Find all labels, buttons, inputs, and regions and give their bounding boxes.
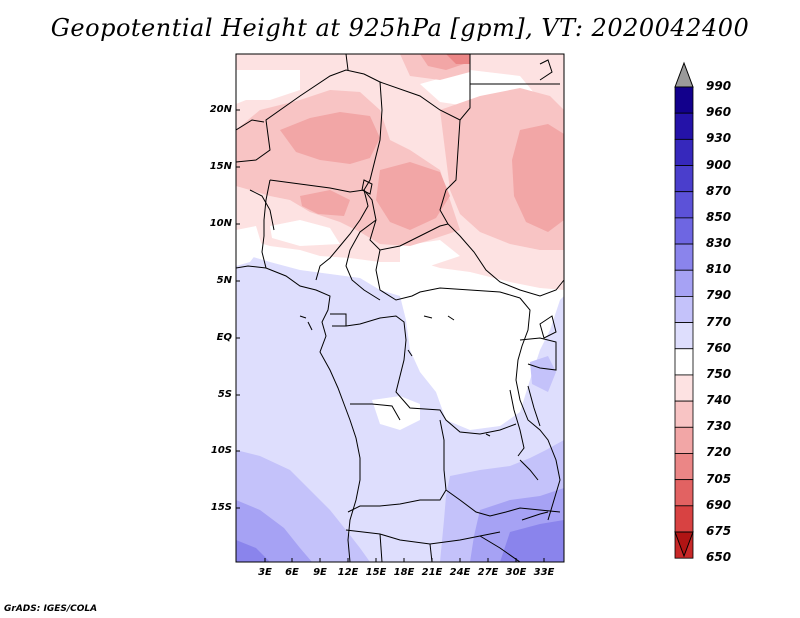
x-tick-label: 18E [393,567,415,578]
y-tick-label: EQ [216,332,232,343]
x-tick-label: 21E [421,567,443,578]
colorbar-swatch [674,374,694,402]
colorbar-swatch [674,165,694,193]
y-ticks [236,109,240,509]
colorbar-swatch [674,453,694,481]
colorbar-level-label: 675 [706,524,732,538]
x-tick-label: 33E [533,567,555,578]
colorbar-swatch [674,400,694,428]
contour-830 [236,520,564,562]
x-tick-label: 9E [313,567,327,578]
colorbar [674,61,694,559]
colorbar-level-label: 810 [706,262,732,277]
colorbar-swatch [674,322,694,350]
colorbar-swatch [674,426,694,454]
credit-text: GrADS: IGES/COLA [4,604,98,614]
y-tick-label: 15S [210,502,232,513]
y-tick-label: 20N [209,104,232,115]
colorbar-swatch [674,296,694,323]
x-tick-label: 6E [285,567,299,578]
x-tick-label: 12E [337,567,359,578]
colorbar-level-label: 705 [706,471,732,486]
colorbar-swatch [674,112,694,140]
colorbar-level-label: 960 [706,105,732,120]
chart-title: Geopotential Height at 925hPa [gpm], VT:… [50,14,750,42]
colorbar-swatch [674,243,694,271]
colorbar-level-label: 760 [706,340,732,355]
colorbar-top-arrow [674,61,694,88]
colorbar-level-label: 750 [706,366,732,381]
x-tick-label: 24E [449,567,471,578]
colorbar-level-label: 930 [706,131,732,146]
country-borders [236,54,564,562]
x-tick-label: 27E [477,567,499,578]
map-frame [235,53,565,563]
y-tick-label: 5S [217,389,232,400]
x-tick-label: 15E [365,567,387,578]
x-tick-label: 3E [258,567,272,578]
colorbar-swatch [674,138,694,166]
colorbar-swatch [674,217,694,245]
colorbar-swatch [674,479,694,507]
colorbar-swatch [674,348,694,376]
colorbar-level-label: 990 [706,79,732,93]
colorbar-bottom-arrow [674,531,694,558]
colorbar-level-label: 850 [706,209,732,224]
colorbar-level-label: 900 [706,157,732,172]
colorbar-level-label: 770 [706,314,732,329]
y-tick-label: 15N [209,161,232,172]
colorbar-level-label: 740 [706,393,732,408]
colorbar-level-label: 830 [706,236,732,251]
contour-730 [280,54,564,232]
y-tick-label: 10N [209,218,232,229]
colorbar-swatch [674,191,694,219]
colorbar-swatch [674,86,694,114]
colorbar-level-label: 690 [706,497,732,512]
y-tick-label: 10S [210,445,232,456]
x-ticks [264,558,545,562]
geopotential-field [236,54,564,562]
colorbar-swatch [674,505,694,533]
colorbar-level-label: 730 [706,419,732,434]
x-tick-label: 30E [505,567,527,578]
colorbar-level-label: 790 [706,288,732,303]
colorbar-swatch [674,269,694,297]
colorbar-level-label: 870 [706,183,732,198]
colorbar-level-label: 720 [706,445,732,460]
y-tick-label: 5N [216,275,232,286]
colorbar-level-label: 650 [706,550,732,565]
